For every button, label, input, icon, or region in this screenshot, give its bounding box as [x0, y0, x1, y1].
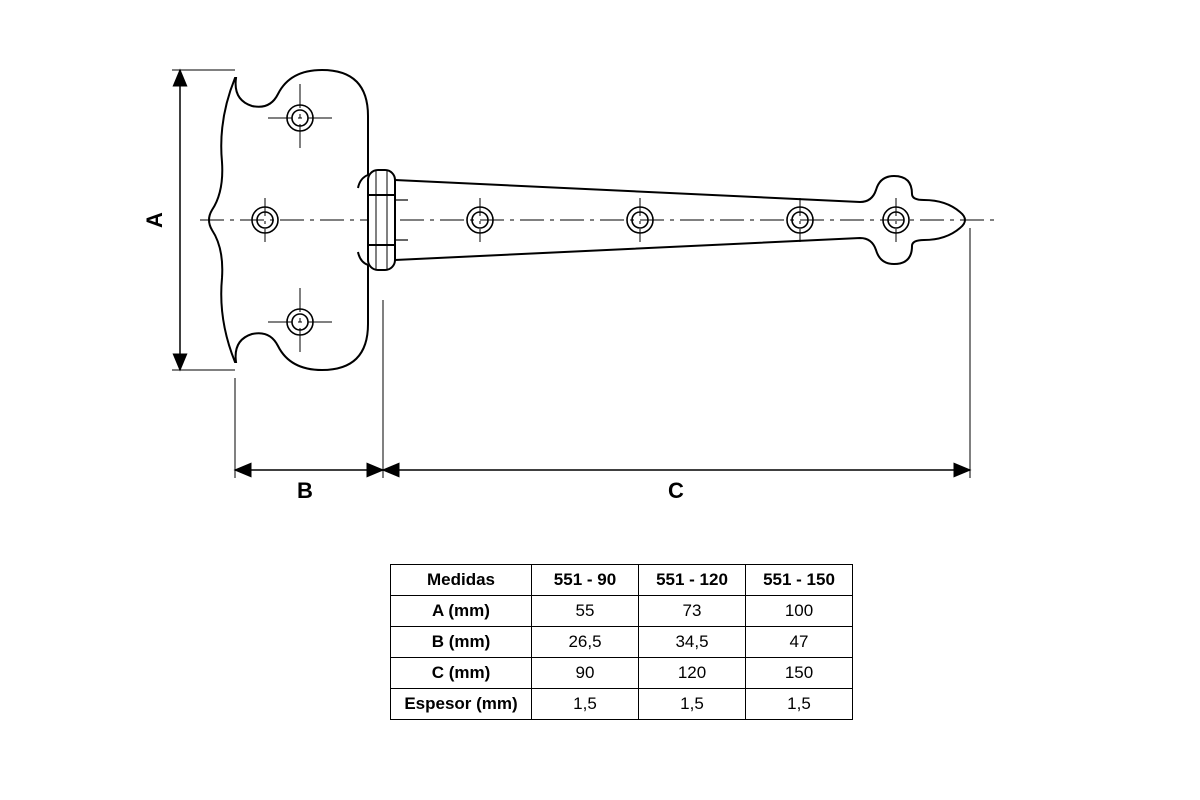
table-cell: 34,5: [639, 627, 746, 658]
dim-label-b: B: [297, 478, 313, 503]
dim-label-a: A: [142, 212, 167, 228]
table-row: A (mm) 55 73 100: [391, 596, 853, 627]
table-cell: 120: [639, 658, 746, 689]
table-cell: 1,5: [532, 689, 639, 720]
hinge-barrel: [368, 170, 395, 270]
dim-label-c: C: [668, 478, 684, 503]
table-row-header: A (mm): [391, 596, 532, 627]
table-cell: 47: [746, 627, 853, 658]
table-header-row: Medidas 551 - 90 551 - 120 551 - 150: [391, 565, 853, 596]
table-cell: 55: [532, 596, 639, 627]
table-row-header: B (mm): [391, 627, 532, 658]
table-row-header: C (mm): [391, 658, 532, 689]
table-row-header: Espesor (mm): [391, 689, 532, 720]
table-cell: 100: [746, 596, 853, 627]
table-row: Espesor (mm) 1,5 1,5 1,5: [391, 689, 853, 720]
dimensions-table: Medidas 551 - 90 551 - 120 551 - 150 A (…: [390, 564, 853, 720]
table-cell: 73: [639, 596, 746, 627]
table-cell: 1,5: [639, 689, 746, 720]
table-cell: 26,5: [532, 627, 639, 658]
table-cell: 1,5: [746, 689, 853, 720]
table-col-header: 551 - 90: [532, 565, 639, 596]
table-corner-header: Medidas: [391, 565, 532, 596]
table-col-header: 551 - 120: [639, 565, 746, 596]
table-col-header: 551 - 150: [746, 565, 853, 596]
table-row: C (mm) 90 120 150: [391, 658, 853, 689]
table-cell: 150: [746, 658, 853, 689]
hinge-technical-drawing: A B C: [0, 0, 1200, 560]
table-cell: 90: [532, 658, 639, 689]
table-row: B (mm) 26,5 34,5 47: [391, 627, 853, 658]
